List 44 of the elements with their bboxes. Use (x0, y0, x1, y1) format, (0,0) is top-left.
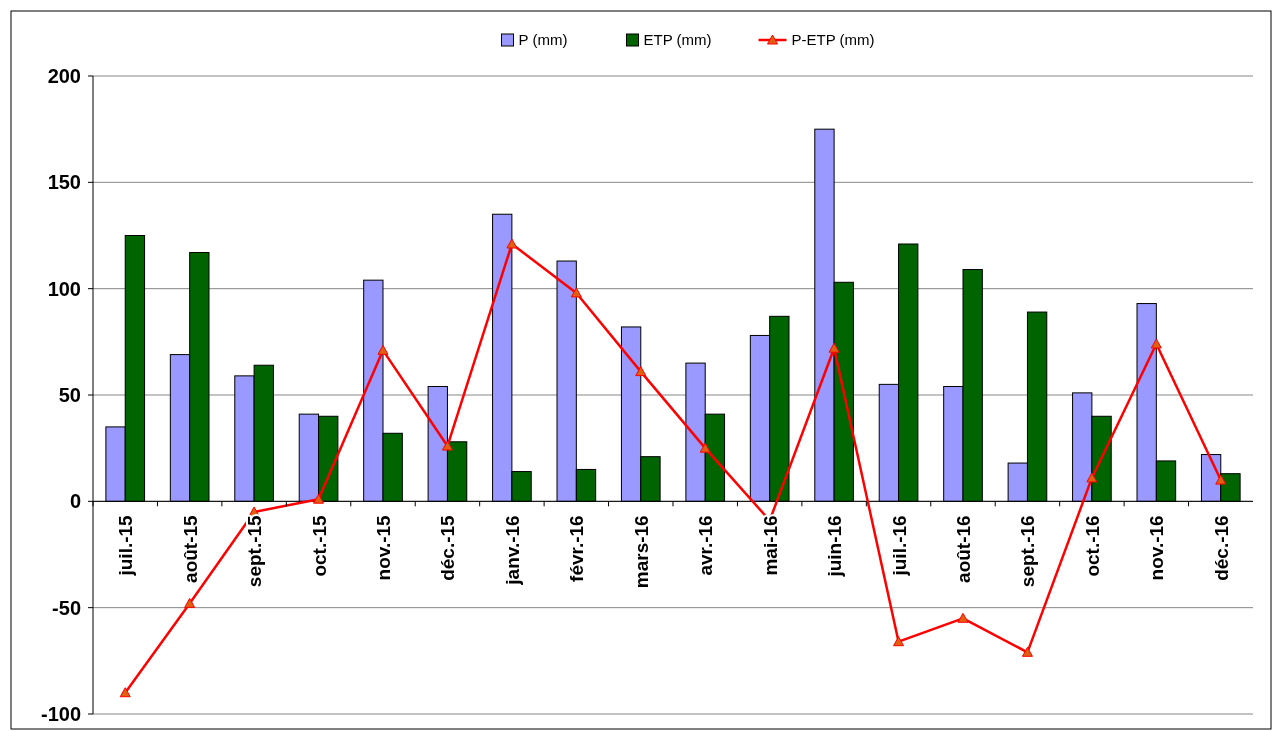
point (957, 612, 969, 623)
legend-label: P-ETP (mm) (791, 31, 875, 48)
x-tick-label: déc.-15 (437, 514, 459, 581)
point (1215, 474, 1227, 485)
x-tick-label: nov.-16 (1146, 515, 1168, 581)
x-tick-label: juin-16 (824, 515, 846, 578)
point (184, 597, 196, 608)
x-tick-label: août-15 (179, 514, 201, 583)
point (313, 493, 325, 504)
x-tick-label: avr.-16 (695, 515, 717, 576)
point (828, 342, 840, 353)
point (893, 636, 905, 647)
x-tick-label: sept.-16 (1017, 515, 1039, 588)
point (1150, 338, 1162, 349)
y-tick-label: 0 (69, 490, 81, 513)
point (377, 344, 389, 355)
x-tick-label: mai-16 (759, 515, 781, 576)
point (635, 366, 647, 377)
x-tick-label: juil.-16 (888, 515, 910, 577)
legend-label: ETP (mm) (643, 31, 712, 48)
point (506, 238, 518, 249)
point (1021, 646, 1033, 657)
y-tick-label: 150 (47, 171, 81, 194)
x-tick-label: mars-16 (630, 515, 652, 589)
x-tick-label: nov.-15 (373, 514, 394, 581)
y-tick-label: 50 (58, 384, 81, 406)
x-tick-label: oct.-15 (308, 514, 330, 577)
point (699, 442, 711, 453)
legend-label: P (mm) (518, 31, 568, 48)
x-tick-label: déc.-16 (1210, 515, 1232, 581)
y-tick-label: -100 (40, 703, 81, 725)
point (570, 287, 582, 298)
y-tick-label: -50 (52, 596, 81, 619)
x-tick-label: sept.-15 (244, 514, 266, 588)
x-tick-label: oct.-16 (1081, 515, 1103, 577)
x-tick-label: août-16 (953, 515, 974, 583)
y-tick-label: 100 (47, 277, 81, 300)
x-tick-label: janv.-16 (501, 515, 523, 586)
point (441, 440, 453, 451)
point (119, 687, 131, 698)
point (1086, 472, 1098, 483)
x-tick-label: févr.-16 (566, 515, 588, 582)
x-tick-label: juil.-15 (115, 514, 137, 577)
y-tick-label: 200 (47, 65, 81, 87)
